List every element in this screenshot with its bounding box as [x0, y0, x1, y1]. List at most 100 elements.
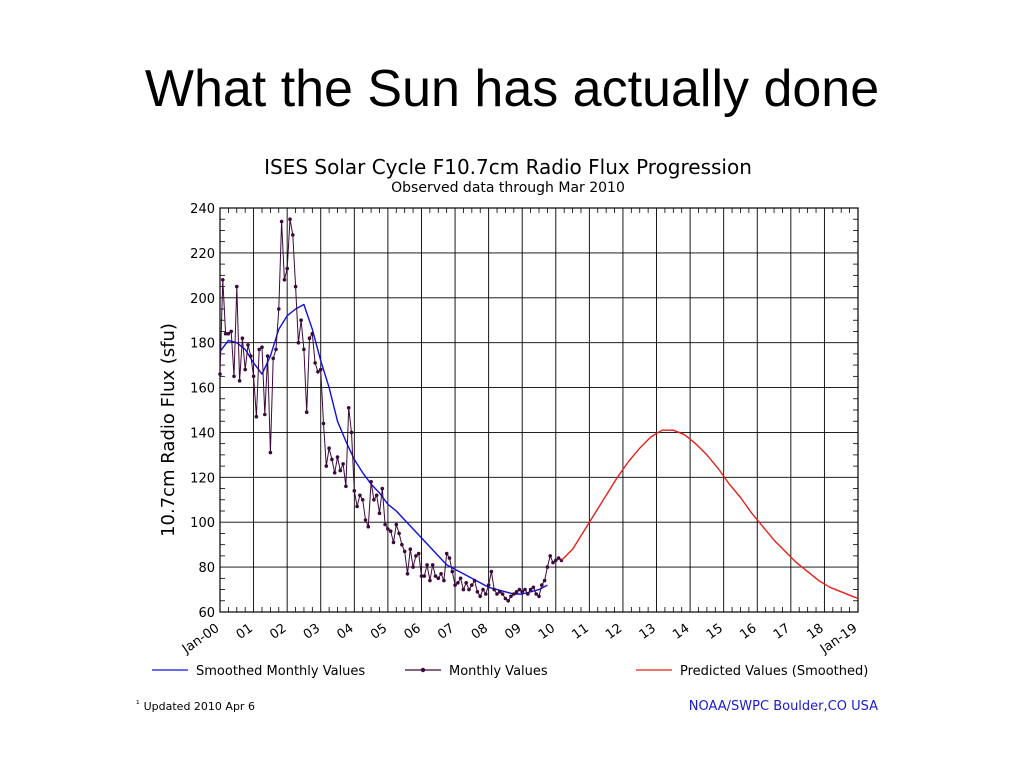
- monthly-value-point: [218, 372, 222, 376]
- y-tick-label: 200: [190, 292, 215, 307]
- monthly-value-point: [542, 578, 547, 583]
- monthly-value-point: [307, 336, 312, 341]
- monthly-value-point: [545, 565, 550, 569]
- monthly-value-point: [472, 578, 477, 583]
- x-tick-label: 04: [334, 621, 356, 643]
- source-credit-location: ,CO USA: [824, 699, 879, 714]
- legend-label: Smoothed Monthly Values: [196, 664, 365, 679]
- x-tick-label: Jan-19: [817, 621, 860, 658]
- monthly-value-point: [405, 572, 410, 576]
- x-tick-label: 14: [670, 621, 692, 643]
- monthly-value-point: [377, 511, 382, 515]
- monthly-value-point: [439, 572, 443, 576]
- monthly-value-point: [338, 468, 343, 473]
- footer-note: ¹ Updated 2010 Apr 6: [136, 700, 255, 713]
- monthly-value-point: [461, 587, 466, 592]
- monthly-value-point: [531, 585, 536, 590]
- monthly-value-point: [484, 592, 488, 596]
- monthly-value-point: [447, 556, 452, 560]
- x-tick-label: 09: [502, 621, 524, 643]
- monthly-value-point: [358, 493, 362, 498]
- monthly-value-point: [537, 594, 541, 599]
- legend: Smoothed Monthly Values Monthly Values Pre…: [152, 664, 868, 679]
- monthly-value-point: [534, 592, 538, 596]
- x-tick-label: 06: [402, 621, 424, 643]
- monthly-value-point: [240, 336, 245, 341]
- x-tick-label: 12: [603, 621, 625, 643]
- monthly-value-point: [232, 374, 236, 379]
- monthly-value-point: [486, 583, 491, 587]
- monthly-value-point: [498, 590, 502, 594]
- monthly-value-point: [430, 563, 435, 567]
- monthly-value-point: [388, 529, 393, 533]
- monthly-value-point: [277, 307, 281, 311]
- monthly-value-point: [467, 587, 471, 592]
- monthly-value-point: [332, 471, 337, 475]
- monthly-value-point: [489, 569, 494, 574]
- source-credit: NOAA/SWPC Boulder,CO USA: [689, 699, 878, 714]
- monthly-value-point: [450, 569, 455, 574]
- monthly-value-point: [313, 361, 317, 365]
- monthly-value-point: [391, 540, 396, 545]
- monthly-value-point: [254, 414, 259, 419]
- monthly-value-point: [416, 551, 421, 556]
- monthly-value-point: [374, 493, 379, 498]
- monthly-value-point: [512, 592, 516, 596]
- monthly-value-point: [372, 498, 376, 502]
- monthly-value-point: [316, 370, 320, 374]
- monthly-value-point: [433, 574, 438, 578]
- monthly-value-point: [551, 560, 555, 565]
- monthly-value-point: [444, 551, 449, 556]
- monthly-value-point: [414, 554, 418, 558]
- monthly-value-point: [425, 563, 429, 567]
- monthly-value-point: [263, 412, 267, 417]
- predicted-values-line: [560, 429, 859, 600]
- x-tick-label: 07: [435, 621, 457, 643]
- monthly-value-point: [492, 587, 497, 592]
- monthly-value-point: [470, 583, 474, 587]
- monthly-value-point: [554, 558, 558, 563]
- monthly-value-point: [324, 464, 329, 468]
- legend-label: Predicted Values (Smoothed): [680, 664, 868, 679]
- monthly-value-point: [419, 574, 424, 578]
- monthly-value-point: [514, 590, 519, 594]
- monthly-value-point: [352, 489, 357, 493]
- monthly-value-point: [523, 587, 527, 592]
- monthly-value-point: [383, 522, 387, 527]
- monthly-value-point: [386, 527, 390, 531]
- monthly-value-point: [436, 576, 441, 581]
- y-tick-label: 80: [198, 561, 215, 576]
- monthly-value-point: [475, 590, 480, 594]
- monthly-value-point: [540, 583, 544, 587]
- monthly-value-point: [548, 554, 552, 558]
- monthly-value-point: [495, 592, 499, 596]
- monthly-value-point: [221, 278, 225, 282]
- monthly-value-point: [226, 331, 231, 336]
- monthly-value-point: [369, 480, 373, 484]
- y-tick-label: 220: [190, 247, 215, 262]
- x-tick-label: 02: [267, 621, 289, 643]
- monthly-value-point: [293, 284, 298, 289]
- monthly-value-point: [335, 455, 340, 459]
- monthly-value-point: [464, 581, 469, 585]
- monthly-value-point: [478, 594, 483, 599]
- monthly-value-point: [458, 576, 463, 581]
- slide-title: What the Sun has actually done: [144, 60, 880, 118]
- monthly-value-point: [400, 542, 404, 547]
- x-tick-label: 18: [805, 621, 827, 643]
- y-axis-label: 10.7cm Radio Flux (sfu): [158, 323, 179, 537]
- monthly-value-point: [346, 406, 351, 410]
- monthly-value-point: [318, 367, 323, 372]
- x-tick-label: 17: [771, 621, 793, 643]
- monthly-value-point: [349, 430, 354, 435]
- monthly-value-point: [235, 284, 239, 289]
- monthly-value-point: [344, 484, 348, 489]
- x-tick-label: 16: [737, 621, 759, 643]
- y-tick-label: 140: [190, 426, 215, 441]
- x-tick-label: Jan-00: [179, 621, 222, 658]
- monthly-value-point: [380, 486, 385, 491]
- monthly-value-point: [299, 318, 303, 323]
- monthly-value-point: [330, 457, 334, 462]
- monthly-values-line: [219, 218, 562, 602]
